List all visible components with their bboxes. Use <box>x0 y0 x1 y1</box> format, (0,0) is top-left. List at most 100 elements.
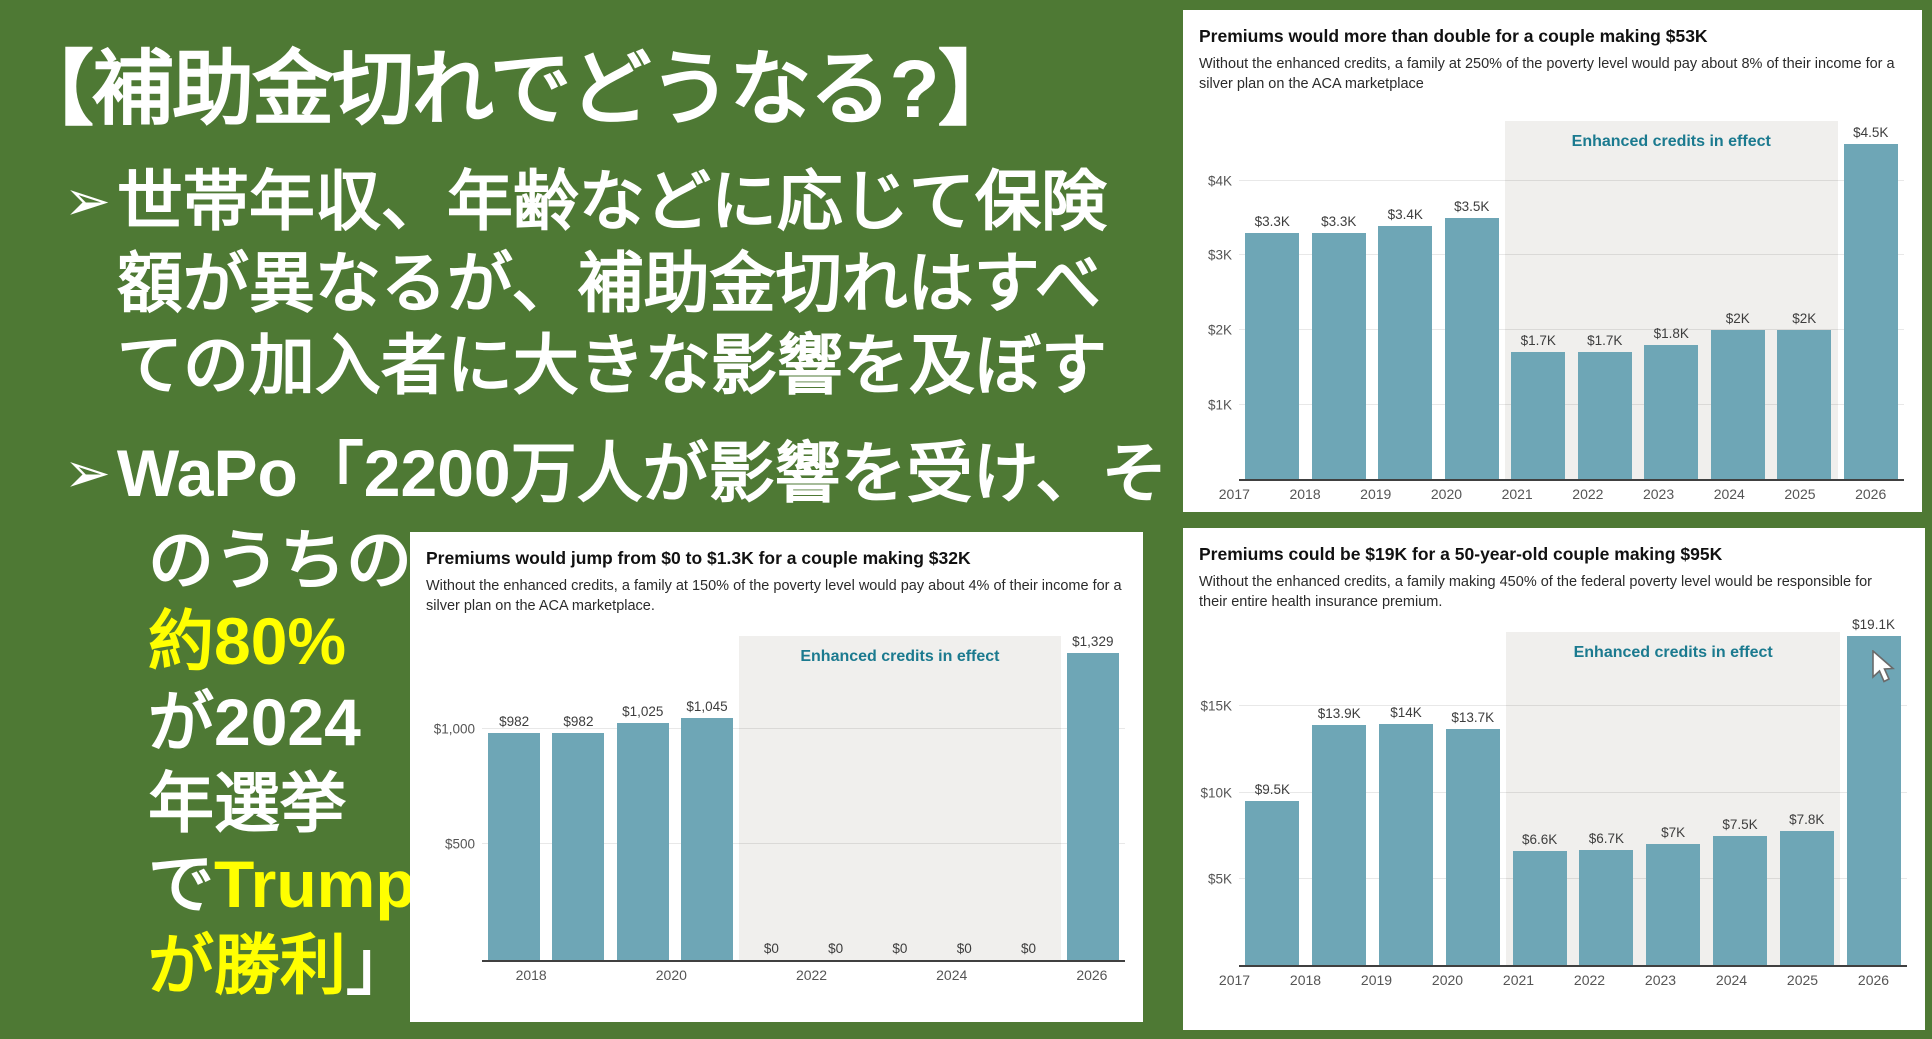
x-axis-tick-label <box>847 967 917 983</box>
x-axis-tick-label: 2021 <box>1501 486 1533 503</box>
y-axis-tick-label: $5K <box>1207 871 1232 887</box>
bullet-1: ➢ 世帯年収、年齢などに応じて保険 額が異なるが、補助金切れはすべ ての加入者に… <box>64 160 1107 406</box>
bar-2020 <box>1444 218 1499 480</box>
x-axis-labels: 2017 2018 2019 2020 2021 2022 2023 2024 2025 2026 <box>1199 486 1906 502</box>
bar-chart-couple-95k: Enhanced credits in effect $5K $10K $15K $9.… <box>1200 617 1907 968</box>
bar-2021 <box>1512 851 1567 966</box>
plain-text: で <box>148 847 214 921</box>
bar-2018 <box>1311 233 1366 480</box>
x-axis-tick-label: 2022 <box>795 967 828 984</box>
chart-title: Premiums would jump from $0 to $1.3K for… <box>426 548 971 568</box>
bar-slot-2020: $3.5K <box>1439 121 1506 480</box>
bar-value-label: $19.1K <box>1852 616 1895 632</box>
bar-2020 <box>1445 728 1500 966</box>
bar-value-label: $1,329 <box>1072 633 1114 649</box>
bullet2-column-line: のうちの <box>148 520 416 601</box>
bullet2-column-line: でTrump <box>148 844 416 925</box>
bar-value-label: $0 <box>956 941 972 957</box>
chart-title: Premiums could be $19K for a 50-year-old… <box>1199 544 1723 564</box>
x-axis-tick-label: 2020 <box>1430 486 1463 503</box>
x-axis-tick-label: 2026 <box>1855 486 1887 503</box>
bar-slot-2026: $4.5K <box>1838 121 1905 480</box>
mouse-cursor-icon <box>1872 650 1895 683</box>
bullet-1-line-3: ての加入者に大きな影響を及ぼす <box>116 328 1107 402</box>
bar-slot-2018: $982 <box>546 636 610 961</box>
bar-slot-2017: $3.3K <box>1239 121 1306 480</box>
bar-value-label: $6.7K <box>1588 830 1625 846</box>
gridline <box>1239 254 1904 256</box>
gridline <box>482 843 1125 845</box>
bar-2019 <box>616 722 669 961</box>
bar-2017 <box>488 732 541 961</box>
x-axis-tick-label: 2022 <box>1573 972 1606 989</box>
bars-row: $982 $982 $1,025 $1,045 $0 $0 $0 $0 $0 $1,329 <box>482 633 1125 961</box>
bar-value-label: $4.5K <box>1853 124 1889 140</box>
gridline <box>1239 877 1907 879</box>
bar-slot-2026: $19.1K <box>1840 617 1907 966</box>
bar-chart-couple-32k: Enhanced credits in effect $500 $1,000 $982… <box>434 633 1125 963</box>
x-axis-tick-label: 2023 <box>1642 486 1675 503</box>
bar-value-label: $13.9K <box>1317 706 1361 722</box>
bullet-2-line-1: WaPo「2200万人が影響を受け、そ <box>116 436 1168 510</box>
bars-row: $9.5K $13.9K $14K $13.7K $6.6K $6.7K $7K $7.5K $… <box>1239 617 1907 966</box>
x-axis-tick-label: 2020 <box>1431 972 1464 989</box>
bar-slot-2025: $0 <box>996 636 1060 960</box>
bullet-2: ➢ WaPo「2200万人が影響を受け、そ <box>64 432 1167 514</box>
bar-slot-2026: $1,329 <box>1061 633 1125 961</box>
bar-value-label: $0 <box>892 941 908 957</box>
bar-2020 <box>681 718 734 961</box>
chart-title: Premiums would more than double for a co… <box>1199 26 1708 46</box>
bar-value-label: $3.4K <box>1387 206 1423 222</box>
gridline <box>1239 705 1907 707</box>
x-axis-tick-label: 2024 <box>1715 972 1748 989</box>
enhanced-credits-annotation: Enhanced credits in effect <box>800 648 1000 666</box>
bar-slot-2019: $3.4K <box>1372 121 1439 480</box>
x-axis-tick-label: 2022 <box>1572 486 1604 503</box>
bar-slot-2023: $0 <box>868 636 932 960</box>
x-axis-tick-label <box>426 967 496 983</box>
bar-value-label: $13.7K <box>1451 709 1495 725</box>
gridline <box>482 727 1125 729</box>
gridline <box>1239 328 1904 330</box>
bar-2017 <box>1245 801 1300 966</box>
bar-2024 <box>1710 329 1765 480</box>
x-axis-tick-label: 2019 <box>1360 486 1392 503</box>
plain-text: 」 <box>346 928 412 1002</box>
bar-value-label: $3.3K <box>1254 214 1290 229</box>
bullet2-column-line: 約80% <box>148 601 416 682</box>
bar-2017 <box>1245 233 1300 480</box>
bar-2023 <box>1646 844 1701 966</box>
y-axis-tick-label: $1K <box>1207 397 1232 413</box>
bar-2025 <box>1777 329 1832 480</box>
y-axis-tick-label: $15K <box>1200 698 1232 714</box>
bar-value-label: $7.8K <box>1789 811 1825 827</box>
bar-slot-2025: $7.8K <box>1773 632 1840 966</box>
y-axis-tick-label: $3K <box>1207 247 1232 263</box>
bar-slot-2018: $13.9K <box>1306 632 1373 966</box>
x-axis-tick-label: 2018 <box>1289 486 1321 503</box>
bar-slot-2020: $13.7K <box>1439 632 1506 966</box>
gridline <box>1239 403 1904 405</box>
bar-2026 <box>1846 635 1901 966</box>
y-axis-tick-label: $4K <box>1207 173 1232 189</box>
bar-value-label: $982 <box>563 713 594 729</box>
y-axis-tick-label: $500 <box>444 836 475 852</box>
highlighted-text: Trump <box>214 847 416 921</box>
highlighted-text: が勝利 <box>148 928 346 1002</box>
x-axis-tick-label <box>987 967 1057 983</box>
bar-value-label: $1,025 <box>622 703 664 719</box>
bar-value-label: $1.8K <box>1653 325 1689 341</box>
x-axis-tick-label: 2017 <box>1218 486 1250 503</box>
bar-slot-2017: $982 <box>482 636 546 961</box>
bar-value-label: $14K <box>1390 704 1422 720</box>
bullet-1-line-1: 世帯年収、年齢などに応じて保険 <box>116 164 1107 238</box>
bar-value-label: $2K <box>1792 310 1817 326</box>
bullet-1-line-2: 額が異なるが、補助金切れはすべ <box>116 246 1101 320</box>
bullet2-column-line: 年選挙 <box>148 763 416 844</box>
enhanced-credits-annotation: Enhanced credits in effect <box>1571 133 1771 151</box>
chart-subtitle: Without the enhanced credits, a family a… <box>1199 56 1895 92</box>
gridline <box>1239 179 1904 181</box>
bar-value-label: $0 <box>1021 941 1037 957</box>
bar-slot-2022: $1.7K <box>1572 121 1639 480</box>
x-axis-tick-label: 2025 <box>1784 486 1816 503</box>
